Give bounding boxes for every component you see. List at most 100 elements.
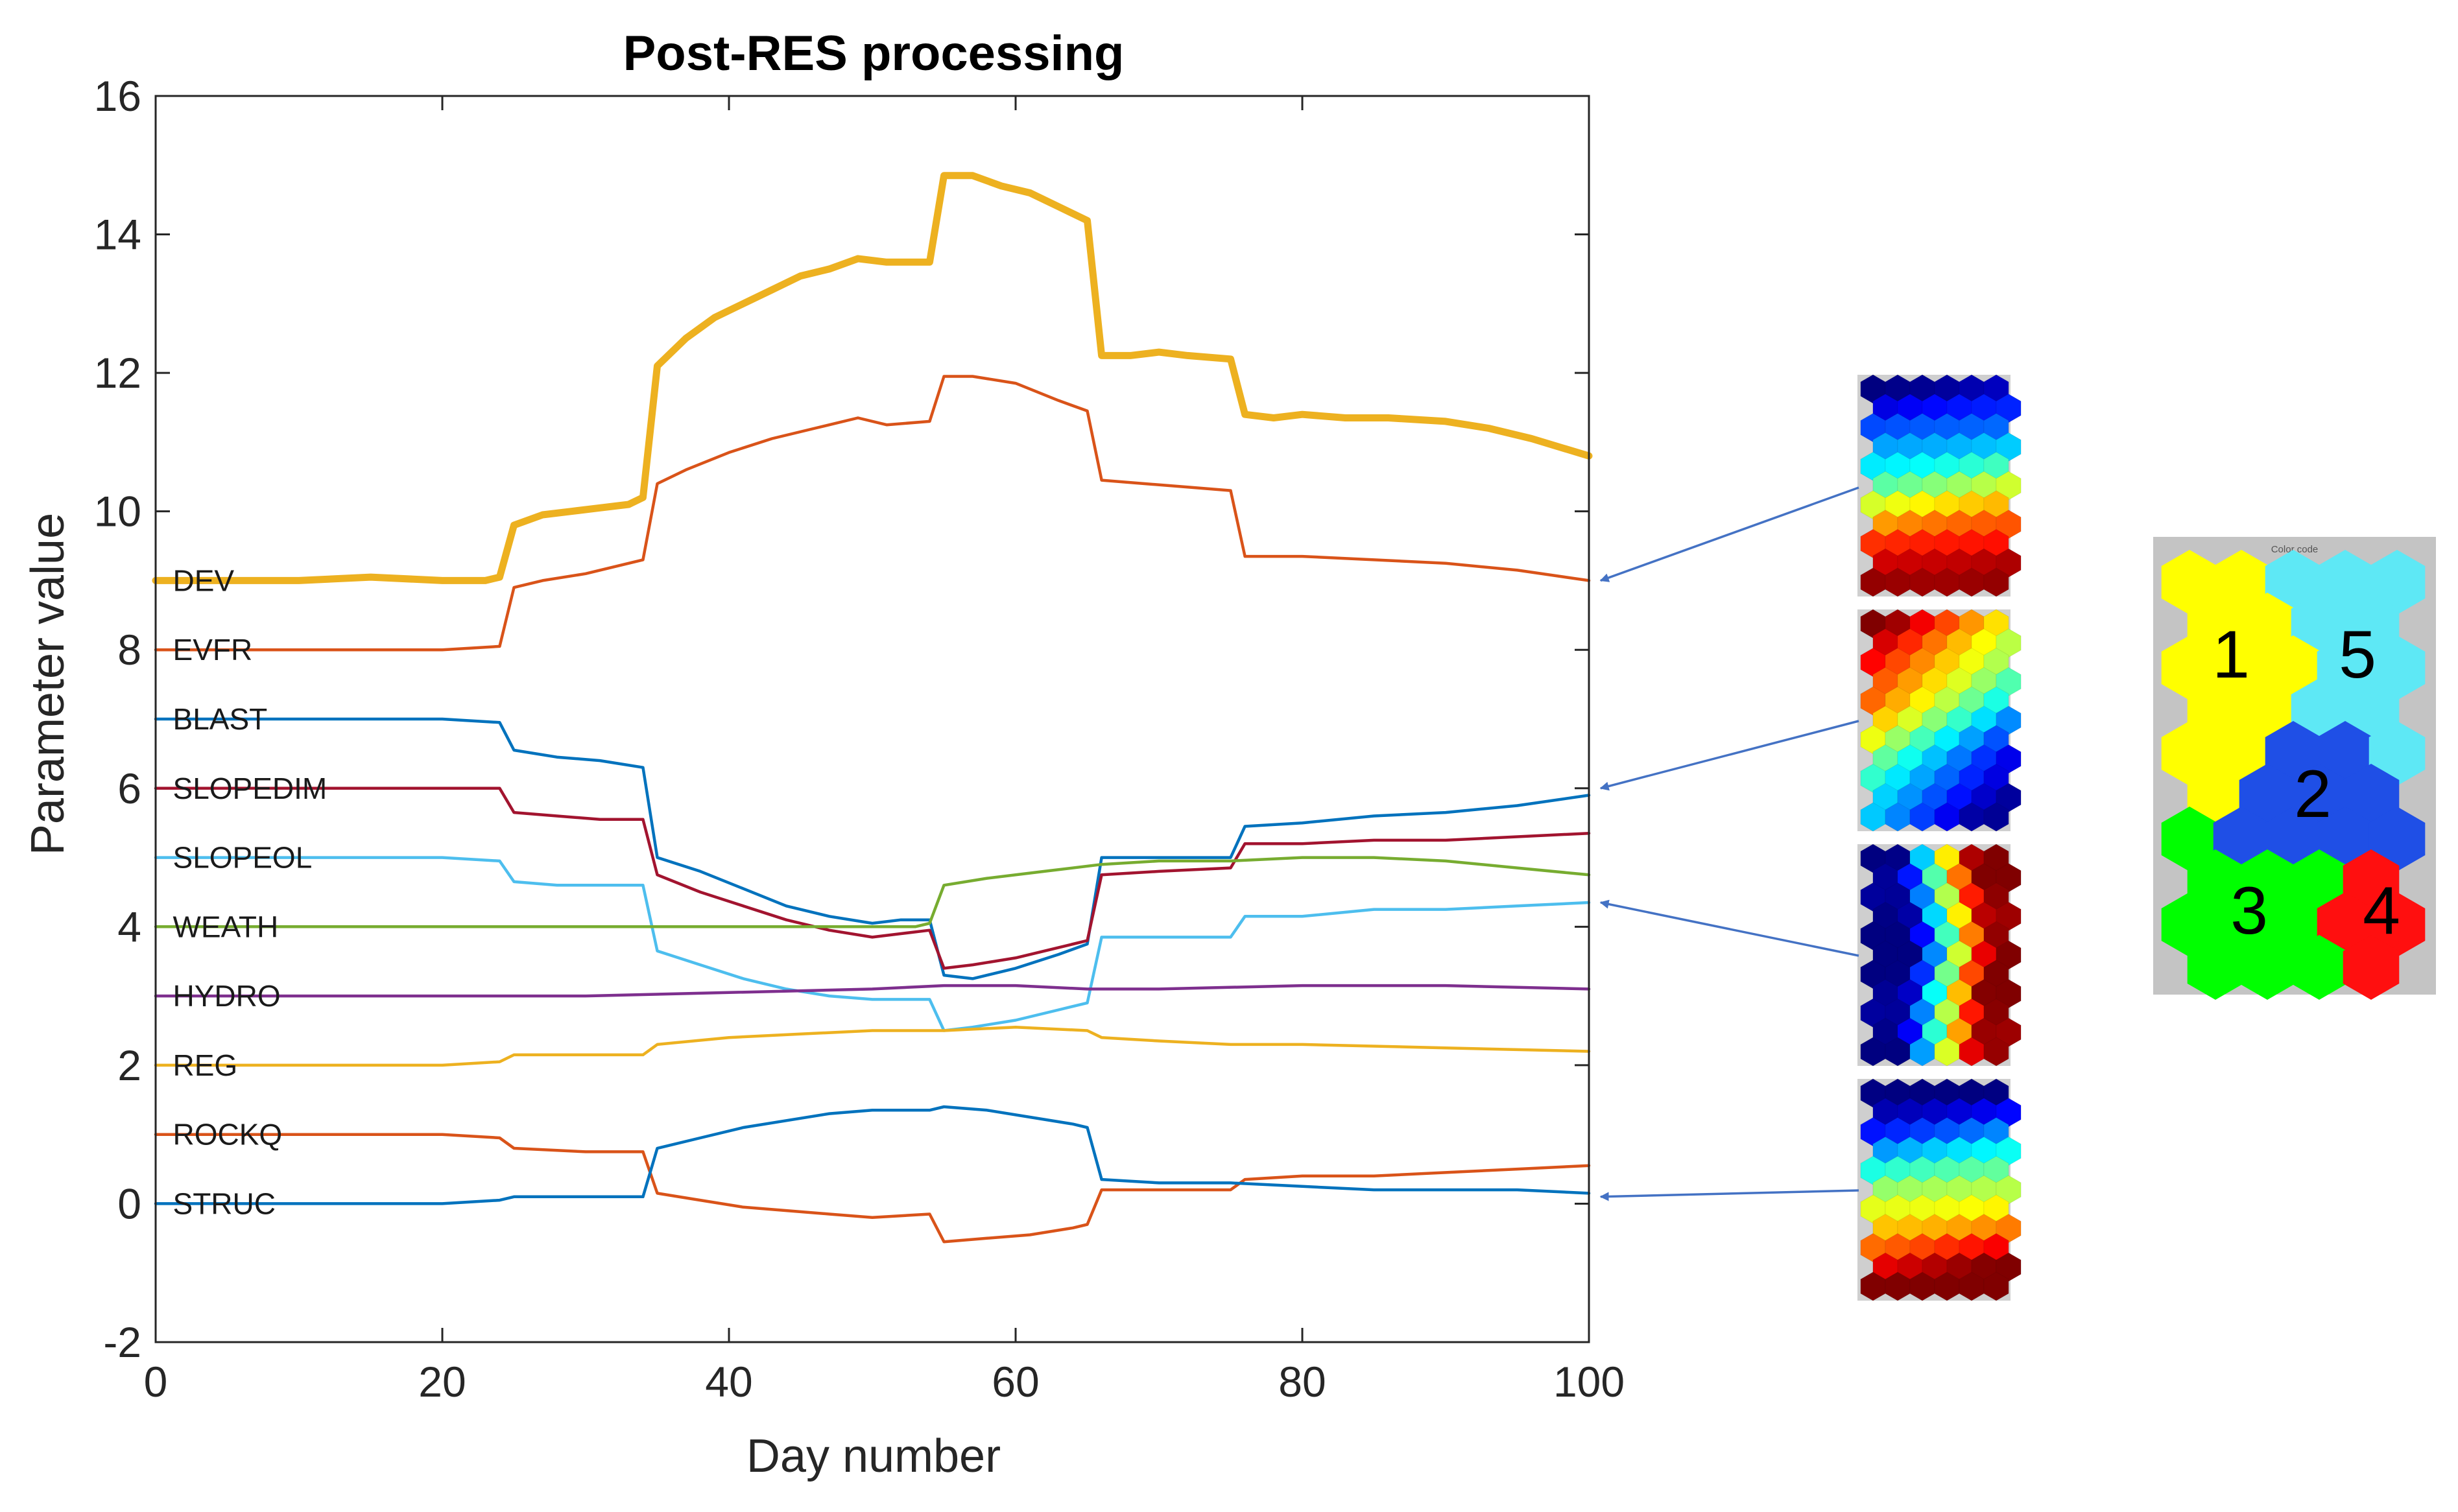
series-line-reg	[154, 1025, 1591, 1067]
cluster-cell	[2187, 593, 2244, 657]
cluster-cell	[2265, 892, 2322, 957]
x-tick-label: 0	[144, 1358, 168, 1406]
cluster-cell	[2369, 807, 2426, 871]
cluster-cell	[2369, 892, 2426, 957]
series-labels: DEV EVFR BLAST SLOPEDIM SLOPEOL WEATH HYDRO REG…	[173, 563, 328, 1220]
cluster-cell	[2239, 593, 2296, 657]
cluster-cell	[2239, 764, 2296, 829]
y-tick-label: 10	[94, 488, 141, 536]
series-line-evfr	[154, 375, 1591, 652]
series-label-evfr: EVFR	[173, 633, 253, 667]
som-map-2	[1857, 609, 2022, 832]
cluster-cell	[2291, 593, 2348, 657]
y-tick-label: 16	[94, 72, 141, 120]
cluster-cell	[2213, 892, 2270, 957]
y-axis-label: Parameter value	[22, 513, 74, 855]
series-label-weath: WEATH	[173, 910, 279, 943]
cluster-label-4: 4	[2363, 873, 2400, 949]
cluster-cell	[2265, 635, 2322, 700]
series-line-blast	[154, 717, 1591, 980]
cluster-label-2: 2	[2294, 757, 2332, 832]
arrow-4	[1599, 1189, 1859, 1201]
som-cell	[1983, 1037, 2009, 1067]
cluster-cell	[2239, 935, 2296, 1000]
cluster-cell	[2213, 635, 2270, 700]
cluster-label-3: 3	[2230, 873, 2268, 949]
cluster-label-1: 1	[2212, 617, 2250, 692]
cluster-cell	[2213, 550, 2270, 615]
series-line-hydro	[154, 984, 1591, 998]
arrow-1	[1599, 486, 1859, 582]
cluster-cell	[2265, 807, 2322, 871]
series-label-hydro: HYDRO	[173, 979, 281, 1013]
series-label-rockq: ROCKQ	[173, 1118, 283, 1152]
y-tick-label: 4	[117, 903, 141, 951]
plot-area-frame	[154, 95, 1590, 1343]
cluster-cell	[2161, 721, 2218, 786]
cluster-cell	[2317, 550, 2374, 615]
cluster-cell	[2187, 764, 2244, 829]
cluster-cell	[2317, 892, 2374, 957]
color-code-caption: Color code	[2271, 544, 2319, 555]
cluster-cell	[2343, 764, 2400, 829]
cluster-cell	[2343, 593, 2400, 657]
y-tick-label: 12	[94, 349, 141, 397]
cluster-cell	[2291, 764, 2348, 829]
cluster-cell	[2187, 935, 2244, 1000]
series-line-rockq	[154, 1133, 1591, 1244]
arrow-3	[1599, 899, 1859, 957]
series-line-weath	[154, 856, 1591, 928]
y-tick-label: 8	[117, 626, 141, 674]
cluster-cell	[2317, 635, 2374, 700]
cluster-cell	[2265, 550, 2322, 615]
som-cell	[1983, 802, 2009, 832]
cluster-cell	[2239, 678, 2296, 743]
cluster-cell	[2369, 550, 2426, 615]
som-maps	[1857, 374, 2022, 1301]
color-code-panel: Color code 1 523 4	[2153, 537, 2436, 1000]
y-tick-label: 6	[117, 764, 141, 812]
arrow-2	[1599, 720, 1859, 791]
series-label-dev: DEV	[173, 563, 235, 597]
som-cell	[1983, 1271, 2009, 1301]
cluster-cell	[2343, 935, 2400, 1000]
series-label-reg: REG	[173, 1048, 238, 1082]
series-line-dev	[152, 172, 1593, 584]
cluster-cell	[2291, 849, 2348, 914]
series-label-slopeol: SLOPEOL	[173, 841, 313, 875]
cluster-cell	[2213, 807, 2270, 871]
chart-title: Post-RES processing	[623, 26, 1125, 81]
cluster-cell	[2343, 678, 2400, 743]
cluster-cell	[2239, 849, 2296, 914]
cluster-regions	[2161, 550, 2426, 1000]
x-axis-label: Day number	[746, 1430, 1001, 1482]
series-line-slopedim	[154, 786, 1591, 970]
series-label-slopedim: SLOPEDIM	[173, 772, 328, 805]
series-label-blast: BLAST	[173, 702, 268, 736]
cluster-cell	[2161, 807, 2218, 871]
x-tick-label: 60	[992, 1358, 1039, 1406]
cluster-cell	[2317, 807, 2374, 871]
cluster-cell	[2369, 721, 2426, 786]
cluster-cell	[2291, 678, 2348, 743]
y-tick-label: -2	[103, 1318, 141, 1366]
som-cell	[1983, 567, 2009, 597]
cluster-cell	[2317, 721, 2374, 786]
cluster-cell	[2161, 550, 2218, 615]
som-map-3	[1857, 844, 2022, 1067]
x-tick-label: 80	[1278, 1358, 1326, 1406]
cluster-cell	[2187, 678, 2244, 743]
series-lines	[152, 172, 1593, 1244]
cluster-cell	[2161, 635, 2218, 700]
y-tick-label: 14	[94, 211, 141, 259]
cluster-cell	[2265, 721, 2322, 786]
cluster-labels: 1 523 4	[2212, 617, 2400, 949]
series-line-slopeol	[154, 856, 1591, 1032]
y-tick-label: 2	[117, 1041, 141, 1089]
y-tick-label: 0	[117, 1179, 141, 1227]
arrows	[1599, 486, 1859, 1201]
som-map-1	[1857, 374, 2022, 597]
